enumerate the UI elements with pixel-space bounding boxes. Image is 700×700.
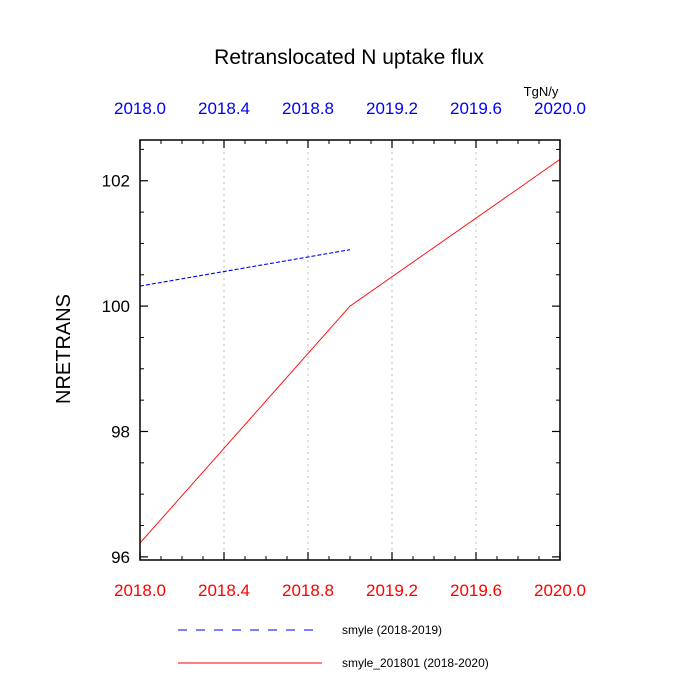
data-layer [139,159,561,544]
x-top-tick-label: 2019.6 [450,99,502,118]
x-top-tick-label: 2018.4 [198,99,250,118]
x-bottom-tick-label: 2018.0 [114,581,166,600]
x-bottom-tick-label: 2018.4 [198,581,250,600]
chart-title: Retranslocated N uptake flux [214,46,484,69]
legend-label-2: smyle_201801 (2018-2020) [342,656,489,670]
x-top-tick-label: 2019.2 [366,99,418,118]
grid-layer [223,140,477,560]
y-tick-label: 98 [111,422,130,441]
x-bottom-tick-label: 2019.2 [366,581,418,600]
series-line-2 [139,159,561,544]
y-tick-label: 100 [102,297,130,316]
series-line-1 [139,249,351,287]
x-top-tick-label: 2018.0 [114,99,166,118]
y-tick-label: 96 [111,548,130,567]
y-tick-label: 102 [102,172,130,191]
x-top-tick-label: 2018.8 [282,99,334,118]
axes-layer: 2018.0 2018.0 2018.4 2018.4 2018.8 2018.8 2019… [102,99,586,600]
x-top-tick-label: 2020.0 [534,99,586,118]
x-bottom-tick-label: 2020.0 [534,581,586,600]
legend-label-1: smyle (2018-2019) [342,623,442,637]
x-bottom-tick-label: 2019.6 [450,581,502,600]
y-axis-label: NRETRANS [53,294,75,404]
legend: smyle (2018-2019) smyle_201801 (2018-2020… [178,623,489,670]
x-bottom-tick-label: 2018.8 [282,581,334,600]
units-label: TgN/y [524,84,559,99]
